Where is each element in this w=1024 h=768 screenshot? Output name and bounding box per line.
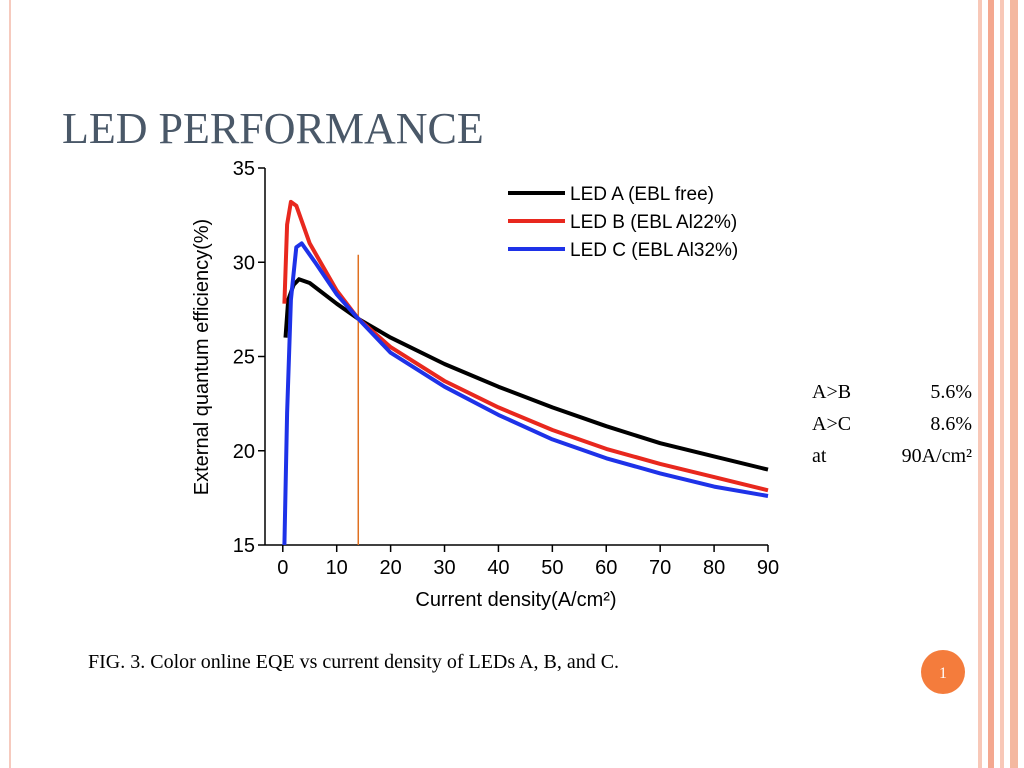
legend-label: LED C (EBL Al32%) <box>570 240 738 261</box>
stripe <box>978 0 982 768</box>
x-tick-label: 60 <box>595 557 617 579</box>
note-label: at <box>812 445 827 467</box>
stripe <box>988 0 994 768</box>
x-axis-label: Current density(A/cm²) <box>415 589 616 611</box>
y-tick-label: 15 <box>233 535 255 557</box>
stripe <box>1000 0 1004 768</box>
stripe <box>1010 0 1018 768</box>
note-value: 8.6% <box>930 413 972 435</box>
x-tick-label: 80 <box>703 557 725 579</box>
series-line <box>283 277 769 472</box>
note-value: 5.6% <box>930 381 972 403</box>
note-value: 90A/cm² <box>902 445 972 467</box>
page-badge <box>921 650 965 694</box>
x-tick-label: 50 <box>541 557 563 579</box>
x-tick-label: 40 <box>487 557 509 579</box>
x-tick-label: 90 <box>757 557 779 579</box>
legend-label: LED A (EBL free) <box>570 184 714 205</box>
page-number: 1 <box>939 665 947 682</box>
note-label: A>B <box>812 381 851 403</box>
x-tick-label: 70 <box>649 557 671 579</box>
series-line <box>282 241 769 546</box>
x-tick-label: 10 <box>326 557 348 579</box>
y-tick-label: 20 <box>233 441 255 463</box>
y-tick-label: 35 <box>233 158 255 180</box>
slide-title: LED PERFORMANCE <box>62 104 484 153</box>
x-tick-label: 20 <box>379 557 401 579</box>
series-line <box>282 199 769 493</box>
y-tick-label: 25 <box>233 347 255 369</box>
y-axis-label: External quantum efficiency(%) <box>191 219 213 495</box>
y-tick-label: 30 <box>233 252 255 274</box>
legend-label: LED B (EBL Al22%) <box>570 212 737 233</box>
note-label: A>C <box>812 413 851 435</box>
x-tick-label: 30 <box>433 557 455 579</box>
x-tick-label: 0 <box>277 557 288 579</box>
caption: FIG. 3. Color online EQE vs current dens… <box>88 651 619 673</box>
